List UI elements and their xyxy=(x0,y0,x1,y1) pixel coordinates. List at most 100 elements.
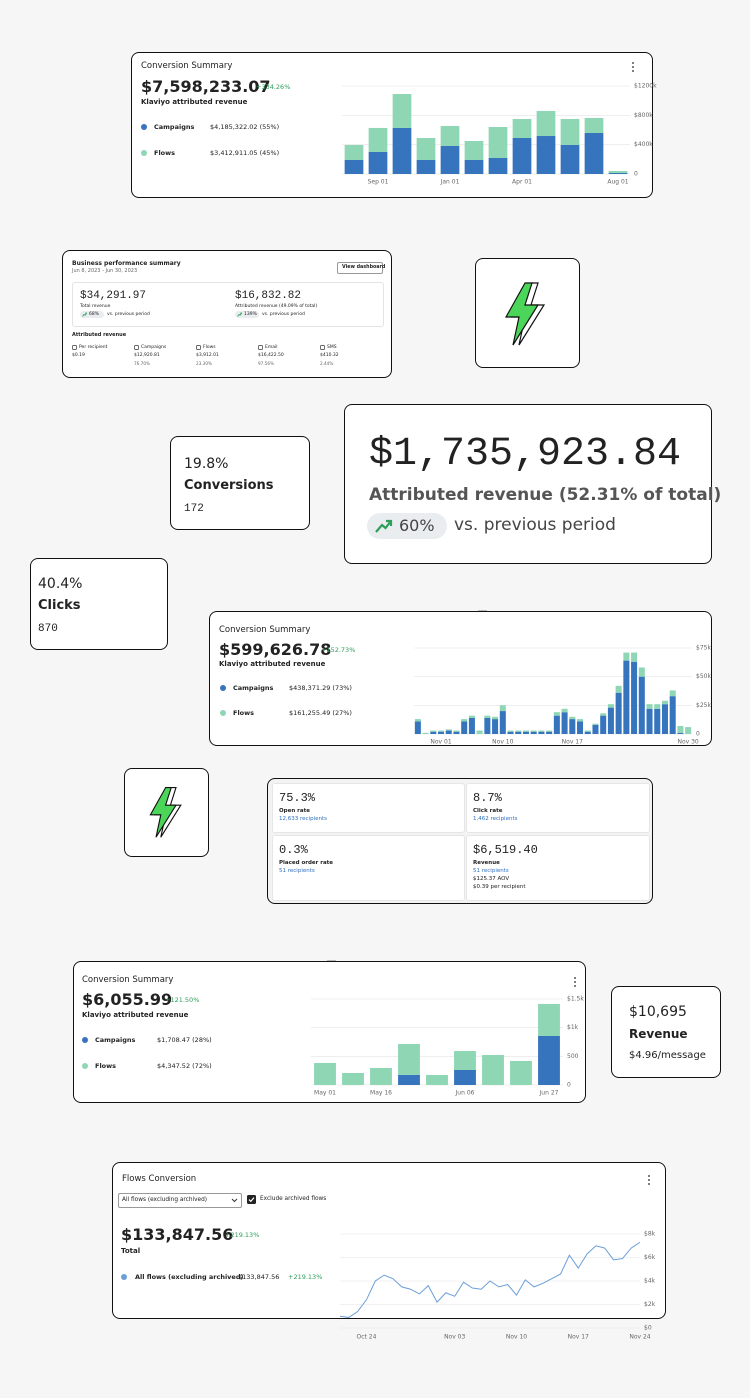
card-title: Business performance summary xyxy=(72,260,181,267)
legend-dot xyxy=(82,1037,88,1043)
bar-segment xyxy=(512,119,532,138)
x-tick-label: Nov 17 xyxy=(562,739,583,746)
y-tick-label: 0 xyxy=(567,1082,571,1089)
bar-segment xyxy=(638,667,645,677)
bar-segment xyxy=(569,719,576,734)
stat-label: Click rate xyxy=(473,808,503,814)
bar-segment xyxy=(370,1067,392,1085)
bar-segment xyxy=(546,731,553,734)
bar-segment xyxy=(553,712,560,716)
bar-segment xyxy=(468,717,475,734)
view-dashboard-button[interactable]: View dashboard xyxy=(337,262,385,274)
metric-label: Total revenue xyxy=(80,304,111,309)
bar-segment xyxy=(669,690,676,697)
metrics-box: $34,291.97 Total revenue 68% vs. previou… xyxy=(72,282,384,327)
stat-value: 40.4% xyxy=(38,576,83,592)
bar-segment xyxy=(538,1035,560,1085)
column-icon xyxy=(320,345,325,350)
change: +152.73% xyxy=(321,646,356,654)
checkbox[interactable] xyxy=(247,1195,256,1204)
total: $7,598,233.07 xyxy=(141,77,271,96)
legend-dot xyxy=(82,1063,88,1069)
card-title: Conversion Summary xyxy=(141,61,233,71)
bar-segment xyxy=(538,731,545,734)
bar-segment xyxy=(553,715,560,734)
bar-segment xyxy=(560,144,580,174)
column-label: Per recipient xyxy=(79,344,108,350)
bar-segment xyxy=(623,660,630,734)
column-share: 2.44% xyxy=(320,361,334,366)
comparison: vs. previous period xyxy=(262,311,305,317)
engagement-card: 75.3% Open rate 12,633 recipients 8.7% Click… xyxy=(267,778,653,904)
bar-segment xyxy=(499,705,506,712)
column-icon xyxy=(134,345,139,350)
card-title: Conversion Summary xyxy=(82,975,174,985)
bar-segment xyxy=(488,158,508,174)
y-tick-label: $1k xyxy=(567,1024,579,1031)
stat-value: $6,519.40 xyxy=(473,843,538,857)
legend-dot xyxy=(220,710,226,716)
bar-segment xyxy=(468,715,475,718)
x-tick-label: Nov 30 xyxy=(678,739,699,746)
bar-segment xyxy=(398,1074,420,1085)
x-tick-label: Apr 01 xyxy=(512,179,532,186)
bar-segment xyxy=(607,704,614,708)
stat-value: 75.3% xyxy=(279,791,316,805)
legend-dot xyxy=(220,685,226,691)
bar-segment xyxy=(584,731,591,734)
change-value: 139% xyxy=(244,311,257,317)
bar-segment xyxy=(499,711,506,734)
x-tick-label: Nov 17 xyxy=(568,1334,589,1341)
stat-count: 172 xyxy=(184,503,204,515)
y-tick-label: $6k xyxy=(644,1254,656,1261)
bar-segment xyxy=(464,141,484,160)
menu-icon[interactable] xyxy=(646,1174,652,1186)
y-tick-label: 0 xyxy=(634,171,638,178)
bar-segment xyxy=(646,708,653,734)
change: +121.50% xyxy=(165,996,200,1004)
flow-dropdown[interactable]: All flows (excluding archived) xyxy=(118,1193,242,1208)
bar-segment xyxy=(685,727,692,734)
legend-value: $4,347.52 (72%) xyxy=(157,1062,212,1070)
stat-detail: $125.37 AOV xyxy=(473,876,510,882)
column-share: 23.30% xyxy=(196,361,212,366)
stat-detail: $4.96/message xyxy=(629,1050,706,1061)
bar-segment xyxy=(646,704,653,709)
column-value: $3,912.01 xyxy=(196,353,219,358)
column-label: Campaigns xyxy=(141,344,167,350)
legend-name: Campaigns xyxy=(95,1036,136,1044)
stat-value: 19.8% xyxy=(184,456,229,472)
stat-value: 0.3% xyxy=(279,843,308,857)
menu-icon[interactable] xyxy=(630,61,636,73)
bar-segment xyxy=(615,692,622,734)
bar-segment xyxy=(488,126,508,159)
stat-cell: 8.7% Click rate 1,462 recipients xyxy=(466,783,650,833)
legend-name: Campaigns xyxy=(154,123,195,131)
bar-segment xyxy=(438,731,445,734)
bar-chart: $75k $50k $25k 0 Nov 01 Nov 10 Nov 17 Nov 30 xyxy=(414,645,711,746)
y-tick-label: 0 xyxy=(696,731,700,738)
stat-label: Revenue xyxy=(629,1027,688,1041)
x-tick-label: Jan 01 xyxy=(440,179,460,186)
x-tick-label: May 01 xyxy=(314,1090,336,1097)
legend-change: +219.13% xyxy=(288,1273,323,1281)
stat-label: Revenue xyxy=(473,860,500,866)
bar-chart: $1200k $800k $400k 0 Sep 01 Jan 01 Apr 01 Aug 0… xyxy=(342,83,657,186)
stat-cell: 75.3% Open rate 12,633 recipients xyxy=(272,783,465,833)
stat-label: Clicks xyxy=(38,598,81,613)
bar-segment xyxy=(416,159,436,174)
total: $6,055.99 xyxy=(82,990,173,1009)
trend-icon xyxy=(237,312,242,317)
legend-name: Flows xyxy=(154,149,176,157)
menu-icon[interactable] xyxy=(572,976,578,988)
y-tick-label: $800k xyxy=(634,112,653,119)
x-tick-label: Nov 03 xyxy=(444,1334,465,1341)
bar-segment xyxy=(507,731,514,734)
bar-segment xyxy=(416,137,436,160)
bar-segment xyxy=(492,719,499,734)
x-tick-label: Nov 10 xyxy=(492,739,513,746)
bar-segment xyxy=(438,730,445,732)
bar-segment xyxy=(492,716,499,720)
bar-segment xyxy=(440,125,460,146)
